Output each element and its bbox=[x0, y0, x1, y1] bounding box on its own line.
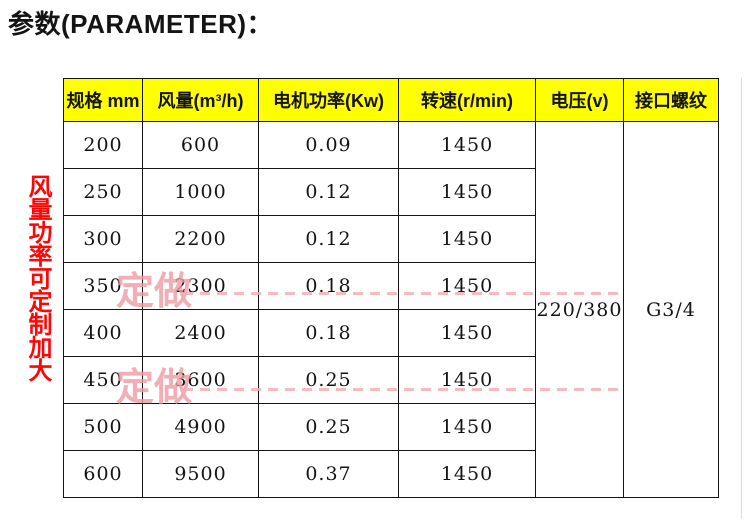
table-row: 600 9500 0.37 1450 bbox=[63, 450, 719, 498]
cell-speed: 1450 bbox=[398, 262, 536, 310]
header-row: 规格 mm 风量(m³/h) 电机功率(Kw) 转速(r/min) 电压(v) … bbox=[63, 78, 719, 122]
cell-power: 0.18 bbox=[258, 262, 399, 310]
side-note-customizable: 风量功率可定制加大 bbox=[24, 174, 51, 381]
table-row: 200 600 0.09 1450 220/380 G3/4 bbox=[63, 121, 719, 498]
cell-speed: 1450 bbox=[398, 309, 536, 357]
cell-spec: 600 bbox=[63, 450, 143, 498]
cell-airflow: 4900 bbox=[142, 403, 259, 451]
cell-speed: 1450 bbox=[398, 450, 536, 498]
table-row: 400 2400 0.18 1450 bbox=[63, 309, 719, 357]
cell-airflow: 1000 bbox=[142, 168, 259, 216]
cell-speed: 1450 bbox=[398, 215, 536, 263]
cell-voltage-merged: 220/380 bbox=[535, 121, 624, 498]
header-rotation-speed: 转速(r/min) bbox=[398, 78, 536, 122]
page-title: 参数(PARAMETER)： bbox=[8, 9, 274, 39]
cell-power: 0.25 bbox=[258, 356, 399, 404]
cell-speed: 1450 bbox=[398, 356, 536, 404]
parameter-table: 规格 mm 风量(m³/h) 电机功率(Kw) 转速(r/min) 电压(v) … bbox=[63, 78, 719, 498]
cell-spec: 250 bbox=[63, 168, 143, 216]
cell-airflow: 2200 bbox=[142, 215, 259, 263]
cell-airflow: 3600 bbox=[142, 356, 259, 404]
header-motor-power: 电机功率(Kw) bbox=[258, 78, 399, 122]
header-port-thread: 接口螺纹 bbox=[623, 78, 719, 122]
cell-airflow: 2400 bbox=[142, 309, 259, 357]
cell-power: 0.09 bbox=[258, 121, 399, 169]
cell-spec: 300 bbox=[63, 215, 143, 263]
cell-power: 0.12 bbox=[258, 215, 399, 263]
header-spec: 规格 mm bbox=[63, 78, 143, 122]
cell-spec: 450 bbox=[63, 356, 143, 404]
cell-airflow: 2300 bbox=[142, 262, 259, 310]
cell-speed: 1450 bbox=[398, 121, 536, 169]
table-row: 450 3600 0.25 1450 bbox=[63, 356, 719, 404]
table-row: 300 2200 0.12 1450 bbox=[63, 215, 719, 263]
table-row: 350 2300 0.18 1450 bbox=[63, 262, 719, 310]
cell-airflow: 9500 bbox=[142, 450, 259, 498]
cell-spec: 500 bbox=[63, 403, 143, 451]
cell-power: 0.25 bbox=[258, 403, 399, 451]
cell-power: 0.12 bbox=[258, 168, 399, 216]
cell-airflow: 600 bbox=[142, 121, 259, 169]
table-row: 500 4900 0.25 1450 bbox=[63, 403, 719, 451]
cell-speed: 1450 bbox=[398, 168, 536, 216]
cell-thread-merged: G3/4 bbox=[623, 121, 719, 498]
table-row: 250 1000 0.12 1450 bbox=[63, 168, 719, 216]
cell-power: 0.37 bbox=[258, 450, 399, 498]
cell-spec: 200 bbox=[63, 121, 143, 169]
right-edge-line bbox=[741, 78, 742, 519]
cell-spec: 400 bbox=[63, 309, 143, 357]
cell-speed: 1450 bbox=[398, 403, 536, 451]
cell-power: 0.18 bbox=[258, 309, 399, 357]
header-airflow: 风量(m³/h) bbox=[142, 78, 259, 122]
header-voltage: 电压(v) bbox=[535, 78, 624, 122]
cell-spec: 350 bbox=[63, 262, 143, 310]
